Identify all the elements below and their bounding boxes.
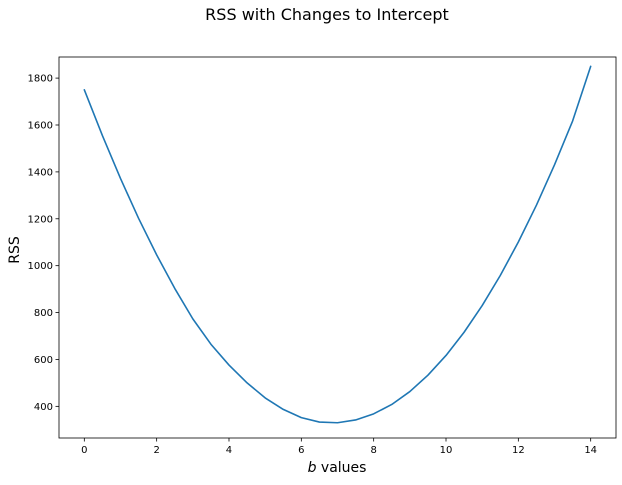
x-tick-label: 0 <box>81 445 87 456</box>
y-tick-label: 600 <box>34 355 53 366</box>
x-axis-label-text: values <box>316 460 366 476</box>
y-tick-label: 400 <box>34 402 53 413</box>
y-tick-label: 1200 <box>28 214 53 225</box>
y-tick-label: 1000 <box>28 261 53 272</box>
x-tick-label: 12 <box>512 445 525 456</box>
x-axis-label: b values <box>308 460 367 476</box>
y-axis-label: RSS <box>7 236 23 264</box>
rss-series-line <box>83 65 592 424</box>
y-tick-label: 800 <box>34 308 53 319</box>
x-tick-label: 10 <box>440 445 453 456</box>
x-tick-label: 14 <box>584 445 597 456</box>
y-tick-label: 1400 <box>28 167 53 178</box>
ticks-group: 0 2 4 6 8 10 12 14 400 600 800 1000 1200 1400 1600 1800 <box>28 74 598 456</box>
x-tick-label: 2 <box>153 445 159 456</box>
x-tick-label: 4 <box>226 445 232 456</box>
x-tick-label: 8 <box>370 445 376 456</box>
y-tick-label: 1600 <box>28 120 53 131</box>
chart-title: RSS with Changes to Intercept <box>205 5 449 24</box>
plot-area-frame <box>58 56 617 439</box>
x-tick-label: 6 <box>298 445 304 456</box>
y-tick-label: 1800 <box>28 74 53 85</box>
x-axis-label-variable: b <box>308 460 317 476</box>
